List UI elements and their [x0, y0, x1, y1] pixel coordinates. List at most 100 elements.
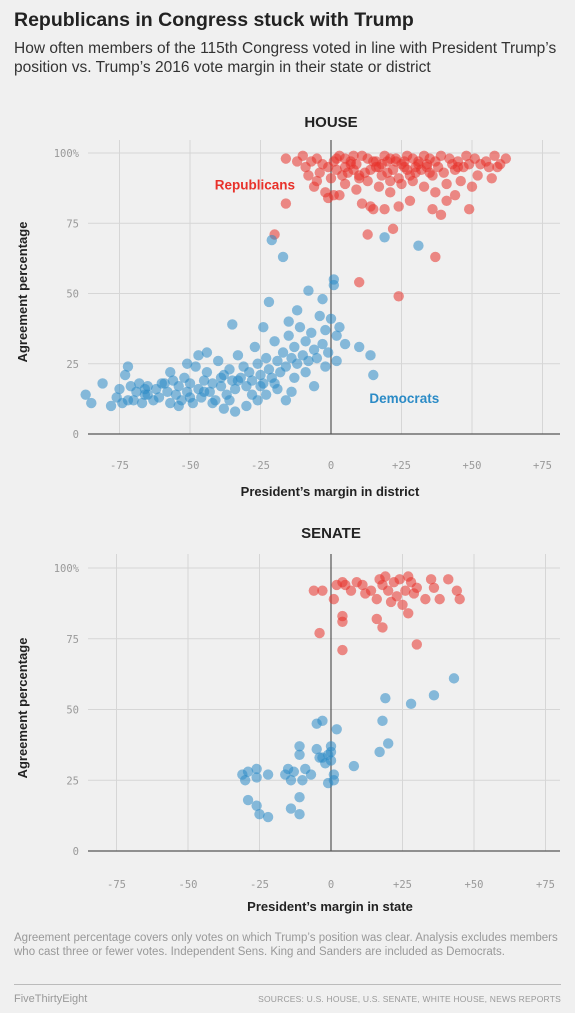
republicans-point	[430, 251, 441, 263]
republicans-point	[420, 593, 431, 605]
democrats-point	[218, 403, 230, 414]
democrats-point	[246, 375, 258, 386]
democrats-point	[325, 313, 337, 324]
democrats-point	[232, 375, 244, 386]
democrats-point	[311, 743, 322, 755]
democrats-point	[229, 383, 241, 395]
republicans-point	[362, 175, 373, 187]
sources-note: SOURCES: U.S. HOUSE, U.S. SENATE, WHITE …	[258, 994, 561, 1004]
republicans-point	[379, 204, 390, 215]
republicans-point	[317, 585, 328, 596]
republicans-point	[371, 593, 382, 605]
democrats-point	[277, 347, 289, 358]
x-axis-label: President’s margin in state	[247, 899, 413, 914]
democrats-point	[328, 769, 340, 780]
republicans-annotation: Republicans	[215, 178, 295, 193]
democrats-point	[277, 251, 289, 263]
democrats-point	[136, 397, 148, 409]
republicans-point	[356, 198, 368, 209]
republicans-point	[337, 644, 348, 656]
democrats-point	[317, 293, 328, 305]
republicans-point	[400, 585, 411, 596]
republicans-point	[441, 178, 452, 190]
democrats-point	[283, 316, 294, 327]
democrats-point	[331, 355, 342, 367]
republicans-point	[411, 639, 422, 650]
y-tick-label: 50	[66, 705, 79, 717]
republicans-point	[357, 579, 368, 591]
democrats-point	[289, 372, 300, 383]
democrats-point	[314, 310, 325, 322]
y-tick-label: 0	[73, 429, 79, 441]
democrats-point	[122, 361, 134, 372]
democrats-point	[379, 232, 390, 243]
democrats-point	[262, 769, 274, 780]
republicans-point	[454, 593, 465, 605]
x-tick-label: +75	[536, 879, 555, 891]
republicans-point	[492, 161, 503, 173]
republicans-point	[463, 159, 475, 170]
republicans-point	[434, 593, 445, 605]
democrats-point	[280, 361, 292, 372]
democrats-point	[331, 724, 342, 735]
democrats-point	[198, 386, 210, 398]
republicans-point	[475, 159, 486, 170]
democrats-point	[325, 755, 337, 766]
senate-chart: SENATE -75 -50 -25 0 +25 +50 +75 0 25 50 75 100% Pres…	[15, 525, 560, 914]
x-tick-label: 0	[328, 879, 334, 891]
democrats-point	[80, 389, 91, 400]
democrats-point	[334, 322, 345, 333]
republicans-point	[399, 156, 410, 167]
democrats-point	[428, 690, 440, 701]
democrats-point	[254, 809, 265, 820]
democrats-point	[413, 240, 424, 251]
republicans-point	[403, 608, 414, 619]
republicans-point	[368, 204, 379, 215]
democrats-point	[184, 392, 196, 403]
democrats-point	[300, 336, 311, 347]
y-axis-label: Agreement percentage	[15, 638, 30, 779]
democrats-point	[300, 763, 311, 775]
democrats-point	[280, 395, 292, 406]
democrats-point	[252, 358, 263, 369]
democrats-point	[286, 386, 297, 398]
democrats-point	[193, 350, 204, 361]
democrats-point	[289, 341, 300, 353]
democrats-point	[320, 361, 331, 372]
republicans-point	[441, 195, 452, 206]
republicans-point	[362, 229, 373, 240]
democrats-point	[331, 330, 342, 341]
democrats-point	[320, 324, 331, 336]
republicans-point	[345, 585, 357, 596]
democrats-point	[86, 397, 97, 409]
y-tick-label: 25	[66, 359, 79, 371]
republicans-point	[325, 173, 337, 184]
y-tick-label: 100%	[54, 148, 80, 160]
footnote: Agreement percentage covers only votes o…	[14, 932, 558, 958]
y-tick-label: 25	[66, 775, 79, 787]
republicans-point	[430, 187, 441, 198]
republicans-point	[427, 204, 438, 215]
democrats-point	[306, 327, 317, 339]
democrats-point	[260, 352, 272, 364]
democrats-point	[255, 369, 266, 381]
republicans-point	[432, 161, 444, 173]
republicans-point	[373, 181, 385, 192]
republicans-point	[424, 167, 435, 178]
democrats-point	[377, 715, 388, 727]
republicans-point	[377, 622, 388, 633]
republicans-point	[418, 181, 430, 192]
democrats-point	[266, 234, 277, 246]
republicans-point	[435, 150, 447, 162]
democrats-point	[308, 381, 320, 392]
republicans-point	[380, 571, 391, 582]
democrats-point	[224, 395, 235, 406]
democrats-point	[322, 347, 334, 358]
democrats-point	[297, 775, 308, 786]
republicans-point	[354, 173, 365, 184]
democrats-point	[240, 775, 251, 786]
republicans-point	[449, 189, 461, 201]
republicans-point	[354, 277, 365, 288]
democrats-point	[224, 364, 235, 375]
republicans-point	[331, 153, 342, 164]
